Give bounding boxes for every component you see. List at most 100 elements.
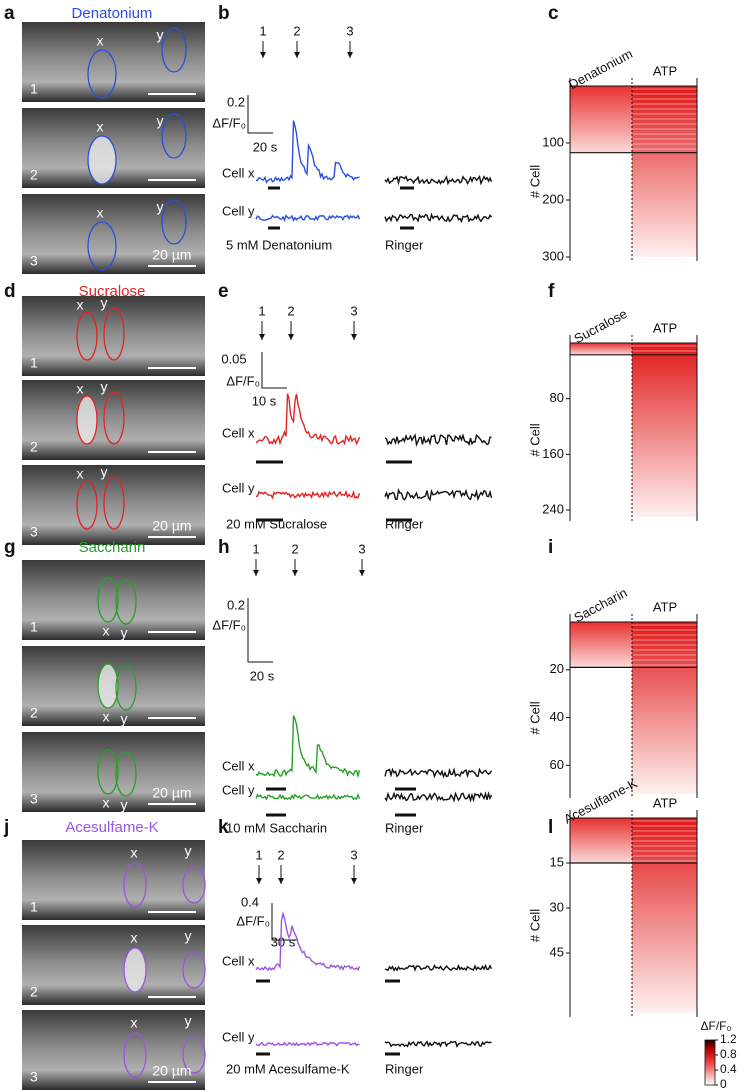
panel-letter: f	[548, 281, 555, 302]
panel-letter: k	[218, 817, 229, 838]
scale-amplitude: 0.2	[227, 597, 245, 612]
arrow-head	[260, 52, 266, 58]
cell-outline	[76, 480, 98, 530]
cell-outline	[103, 476, 125, 530]
cell-outline	[182, 1036, 206, 1074]
scale-amplitude: 0.2	[227, 94, 245, 109]
scale-bars	[271, 903, 297, 941]
cell-x-label: Cell x	[222, 758, 255, 773]
atp-block	[632, 86, 697, 257]
responder-block	[570, 86, 632, 153]
y-tick-label: 20	[550, 661, 564, 676]
responder-block	[570, 818, 632, 863]
cell-outline	[97, 663, 119, 709]
responding-cell	[124, 948, 146, 992]
y-axis-label: # Cell	[527, 423, 542, 456]
cell-label: y	[121, 797, 128, 813]
arrow-head	[259, 334, 265, 340]
trace-y	[255, 1041, 360, 1047]
cell-y-label: Cell y	[222, 480, 255, 495]
panel-letter: c	[548, 3, 559, 24]
column-header: Saccharin	[571, 585, 629, 625]
stimulus-label: 5 mM Denatonium	[226, 237, 332, 252]
scale-label: 20 µm	[152, 785, 191, 801]
scale-time: 20 s	[250, 668, 275, 683]
y-tick-label: 240	[542, 501, 564, 516]
scale-amplitude: 0.4	[241, 894, 259, 909]
trace-x	[255, 715, 361, 779]
micrograph	[22, 840, 205, 920]
colorbar-tick-label: 0.4	[720, 1062, 737, 1076]
panel-letter: e	[218, 281, 229, 302]
frame-number: 3	[30, 1069, 38, 1085]
frame-number: 2	[30, 167, 38, 183]
panel-letter: b	[218, 3, 230, 24]
scale-amplitude: 0.05	[221, 351, 246, 366]
cell-label: x	[131, 845, 138, 861]
cell-label: x	[131, 1015, 138, 1031]
cell-outline	[161, 27, 187, 73]
cell-outline	[123, 1032, 147, 1078]
micrograph	[22, 296, 205, 376]
micrograph	[22, 380, 205, 460]
y-tick-label: 60	[550, 757, 564, 772]
image-title: Denatonium	[72, 5, 153, 22]
scale-unit: ΔF/F₀	[212, 617, 246, 632]
cell-label: x	[97, 33, 104, 49]
ringer-trace-x	[384, 433, 492, 448]
arrow-head	[256, 878, 262, 884]
arrow-head	[351, 334, 357, 340]
scale-label: 20 µm	[152, 1063, 191, 1079]
arrow-head	[294, 52, 300, 58]
ringer-trace-y	[384, 212, 493, 224]
y-tick-label: 40	[550, 709, 564, 724]
arrow-label: 3	[358, 541, 365, 556]
arrow-head	[288, 334, 294, 340]
trace-y	[255, 214, 361, 223]
frame-number: 1	[30, 81, 38, 97]
scale-time: 20 s	[253, 139, 278, 154]
scale-unit: ΔF/F₀	[236, 913, 270, 928]
panel-letter: g	[4, 537, 16, 558]
cell-outline	[161, 113, 187, 159]
cell-outline	[115, 751, 137, 797]
y-tick-label: 200	[542, 191, 564, 206]
cell-label: x	[103, 623, 110, 639]
stimulus-label: 10 mM Saccharin	[226, 820, 327, 835]
panel-letter: d	[4, 281, 16, 302]
stimulus-label: 20 mM Sucralose	[226, 516, 327, 531]
cell-outline	[97, 577, 119, 623]
frame-number: 3	[30, 791, 38, 807]
trace-y	[255, 489, 361, 500]
cell-label: x	[97, 205, 104, 221]
scale-bars	[261, 352, 287, 389]
arrow-label: 1	[259, 23, 266, 38]
arrow-head	[278, 878, 284, 884]
atp-block	[632, 818, 697, 1013]
cell-label: y	[185, 1013, 192, 1029]
cell-outline	[115, 579, 137, 625]
arrow-label: 2	[293, 23, 300, 38]
arrow-label: 1	[255, 847, 262, 862]
frame-number: 2	[30, 439, 38, 455]
y-axis-label: # Cell	[527, 909, 542, 942]
arrow-label: 2	[277, 847, 284, 862]
y-tick-label: 160	[542, 446, 564, 461]
cell-label: y	[101, 464, 108, 480]
cell-outline	[103, 391, 125, 445]
ringer-trace-x	[384, 963, 493, 972]
trace-x	[255, 393, 361, 446]
control-label: Ringer	[385, 237, 424, 252]
cell-outline	[182, 951, 206, 989]
cell-x-label: Cell x	[222, 165, 255, 180]
cell-outline	[97, 749, 119, 795]
control-label: Ringer	[385, 820, 424, 835]
atp-block	[632, 343, 697, 517]
cell-outline	[115, 665, 137, 711]
cell-x-label: Cell x	[222, 953, 255, 968]
cell-outline	[161, 199, 187, 245]
responding-cell	[88, 136, 116, 184]
scale-unit: ΔF/F₀	[226, 373, 260, 388]
panel-letter: h	[218, 537, 230, 558]
